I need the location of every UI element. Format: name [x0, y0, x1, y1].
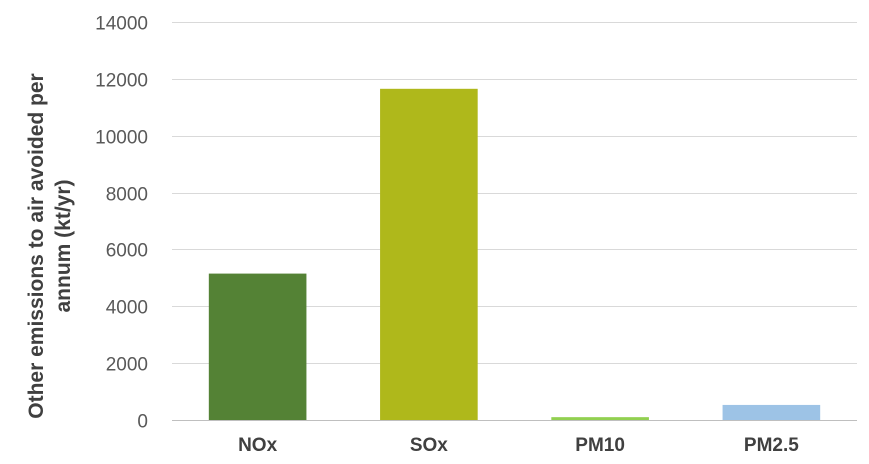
- bar-pm2-5: [722, 404, 821, 420]
- x-category-label: PM2.5: [744, 435, 799, 456]
- y-tick-label: 12000: [95, 71, 148, 92]
- y-axis-title-line-2: annum (kt/yr): [52, 179, 75, 312]
- y-tick-label: 10000: [95, 128, 148, 149]
- y-tick-label: 6000: [106, 241, 148, 262]
- x-category-label: NOx: [238, 435, 278, 456]
- y-tick-label: 4000: [106, 298, 148, 319]
- y-tick-label: 2000: [106, 355, 148, 376]
- x-category-label: SOx: [410, 435, 448, 456]
- bars: [208, 88, 821, 421]
- y-tick-label: 0: [137, 412, 148, 433]
- y-axis-title: Other emissions to air avoided per annum…: [25, 73, 75, 418]
- x-category-labels: NOx SOx PM10 PM2.5: [238, 435, 799, 456]
- bar-pm10: [551, 417, 649, 420]
- bar-sox: [380, 88, 478, 421]
- y-axis-title-line-1: Other emissions to air avoided per: [25, 73, 48, 418]
- x-category-label: PM10: [575, 435, 625, 456]
- y-tick-labels: 0 2000 4000 6000 8000 10000 12000 14000: [95, 14, 148, 433]
- y-tick-label: 14000: [95, 14, 148, 35]
- y-tick-label: 8000: [106, 185, 148, 206]
- bar-nox: [208, 273, 307, 420]
